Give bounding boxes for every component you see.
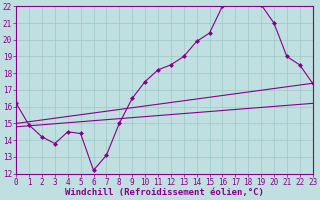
X-axis label: Windchill (Refroidissement éolien,°C): Windchill (Refroidissement éolien,°C)	[65, 188, 264, 197]
